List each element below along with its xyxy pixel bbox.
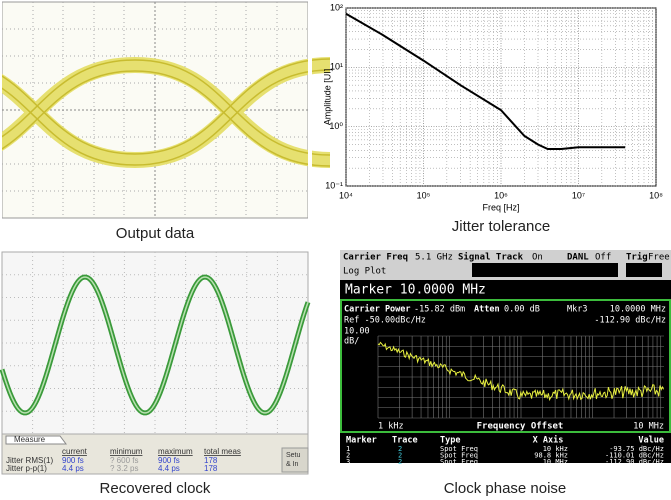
x-start: 1 kHz: [378, 422, 404, 432]
measure-value: 178: [204, 464, 218, 473]
table-header: Trace: [392, 436, 418, 446]
y-tick-label: 10⁻¹: [325, 180, 343, 190]
measure-header: minimum: [110, 447, 143, 456]
status-label: Atten: [474, 305, 500, 315]
measure-value: 4.4 ps: [158, 464, 180, 473]
figure: Output data 10⁴10⁵10⁶10⁷10⁸10⁻¹10⁰10¹10²…: [0, 0, 671, 500]
marker-line: Marker 10.0000 MHz: [345, 283, 486, 298]
measure-tab[interactable]: Measure: [14, 435, 46, 444]
measure-header: maximum: [158, 447, 193, 456]
caption: Clock phase noise: [444, 480, 567, 497]
eye-diagram: [0, 0, 330, 220]
ref-level: Ref -50.00dBc/Hz: [344, 316, 426, 326]
caption: Recovered clock: [100, 480, 211, 497]
setup-button[interactable]: & In: [286, 461, 299, 468]
status-value: 10.0000 MHz: [610, 305, 666, 315]
table-header: X Axis: [533, 435, 564, 446]
measure-label: Jitter p-p(1): [6, 464, 47, 473]
table-header: Marker: [346, 436, 377, 446]
header-value: Free: [648, 253, 670, 263]
header-label: Signal Track: [458, 252, 524, 263]
setup-button[interactable]: Setu: [286, 452, 301, 459]
scale: dB/: [344, 337, 359, 347]
scale: 10.00: [344, 327, 370, 337]
header-value: Off: [595, 253, 611, 263]
measure-header: total meas: [204, 447, 241, 456]
status-value: 0.00 dB: [504, 305, 540, 315]
x-tick-label: 10⁶: [494, 190, 508, 200]
status-label: Carrier Power: [344, 304, 411, 315]
table-cell: 10 MHz: [543, 458, 568, 466]
header-label: Trig: [626, 252, 648, 263]
measure-header: current: [62, 447, 88, 456]
x-axis-label: Freq [Hz]: [482, 202, 519, 212]
status-label: Mkr3: [567, 305, 587, 315]
header-label: Carrier Freq: [343, 252, 408, 263]
status-value: -15.82 dBm: [414, 305, 465, 315]
header-label: DANL: [567, 253, 589, 263]
y-tick-label: 10²: [330, 2, 343, 12]
caption: Output data: [116, 225, 195, 242]
x-tick-label: 10⁸: [649, 190, 663, 200]
table-cell: -112.90 dBc/Hz: [605, 458, 664, 466]
header-value: On: [532, 253, 543, 263]
x-title: Frequency Offset: [477, 422, 564, 432]
measure-value: 4.4 ps: [62, 464, 84, 473]
x-tick-label: 10⁵: [417, 190, 431, 200]
table-header: Type: [440, 436, 460, 446]
header-value: 5.1 GHz: [415, 253, 453, 263]
marker-value: -112.90 dBc/Hz: [594, 316, 666, 326]
table-cell: Spot Freq: [440, 458, 478, 466]
x-tick-label: 10⁷: [572, 190, 585, 200]
table-cell: 3: [346, 458, 350, 466]
plot-area: [346, 8, 656, 186]
mode: Log Plot: [343, 267, 386, 277]
scope-screen: Measure current minimum maximum total meas J…: [2, 252, 308, 474]
analyzer-screen: Carrier Freq 5.1 GHz Signal Track On DAN…: [340, 250, 671, 466]
table-header: Value: [638, 436, 664, 446]
x-end: 10 MHz: [633, 422, 664, 432]
x-tick-label: 10⁴: [339, 190, 353, 200]
table-cell: 2: [398, 458, 402, 466]
y-axis-label: Amplitude [UI]: [322, 69, 332, 126]
caption: Jitter tolerance: [452, 218, 550, 235]
measure-value: ? 3.2 ps: [110, 464, 138, 473]
